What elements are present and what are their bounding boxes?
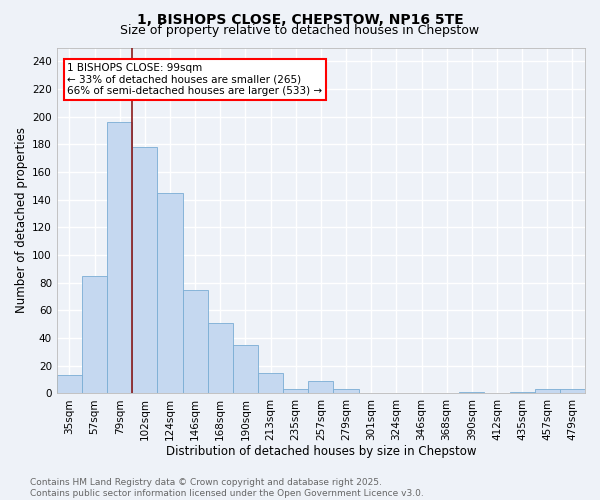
Bar bbox=[132, 147, 157, 394]
Text: Size of property relative to detached houses in Chepstow: Size of property relative to detached ho… bbox=[121, 24, 479, 37]
X-axis label: Distribution of detached houses by size in Chepstow: Distribution of detached houses by size … bbox=[166, 444, 476, 458]
Bar bbox=[182, 290, 208, 394]
Bar bbox=[82, 276, 107, 394]
Bar bbox=[308, 381, 334, 394]
Bar bbox=[208, 323, 233, 394]
Text: Contains HM Land Registry data © Crown copyright and database right 2025.
Contai: Contains HM Land Registry data © Crown c… bbox=[30, 478, 424, 498]
Bar bbox=[258, 372, 283, 394]
Text: 1 BISHOPS CLOSE: 99sqm
← 33% of detached houses are smaller (265)
66% of semi-de: 1 BISHOPS CLOSE: 99sqm ← 33% of detached… bbox=[67, 63, 322, 96]
Text: 1, BISHOPS CLOSE, CHEPSTOW, NP16 5TE: 1, BISHOPS CLOSE, CHEPSTOW, NP16 5TE bbox=[137, 12, 463, 26]
Bar bbox=[535, 389, 560, 394]
Bar bbox=[157, 193, 182, 394]
Bar bbox=[283, 389, 308, 394]
Bar bbox=[459, 392, 484, 394]
Bar bbox=[334, 389, 359, 394]
Bar bbox=[233, 345, 258, 394]
Bar bbox=[57, 376, 82, 394]
Bar bbox=[560, 389, 585, 394]
Y-axis label: Number of detached properties: Number of detached properties bbox=[15, 128, 28, 314]
Bar bbox=[107, 122, 132, 394]
Bar bbox=[509, 392, 535, 394]
